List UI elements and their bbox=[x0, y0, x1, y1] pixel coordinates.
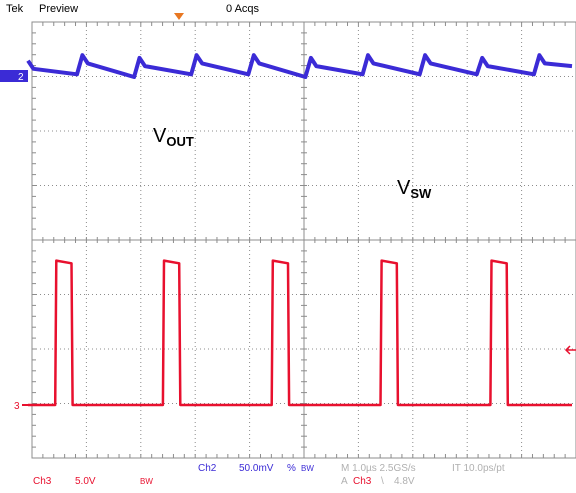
ch2-readout-label: Ch2 bbox=[198, 463, 217, 474]
acquisition-mode: Preview bbox=[39, 3, 79, 15]
trigger-source-readout: Ch3 bbox=[353, 476, 372, 487]
ch2-coupling-readout: % bbox=[287, 463, 296, 474]
ch3-bandwidth-readout: BW bbox=[140, 477, 153, 486]
graticule bbox=[31, 21, 576, 459]
timebase-readout: M 1.0µs 2.5GS/s bbox=[341, 463, 416, 474]
brand-label: Tek bbox=[6, 3, 24, 15]
trigger-position-icon bbox=[174, 13, 184, 20]
trace-v-out bbox=[26, 53, 573, 79]
waveforms bbox=[26, 53, 573, 407]
status-bar: Tek Preview 0 Acqs bbox=[0, 0, 576, 22]
ch2-marker-label: 2 bbox=[18, 72, 24, 83]
ch3-marker-label: 3 bbox=[14, 401, 20, 412]
vsw-label: VSW bbox=[397, 177, 432, 201]
ch2-bandwidth-readout: BW bbox=[301, 464, 314, 473]
ch3-marker: 3 bbox=[14, 401, 32, 412]
trigger-slope-readout: \ bbox=[381, 476, 384, 487]
readout-bar: Ch3 5.0V BW Ch2 50.0mV % BW M 1.0µs 2.5G… bbox=[0, 460, 576, 493]
vout-label: VOUT bbox=[153, 125, 194, 149]
trigger-level-icon bbox=[564, 345, 576, 355]
trigger-level-readout: 4.8V bbox=[394, 476, 415, 487]
trace-v-sw bbox=[28, 259, 572, 407]
acquisition-count: 0 Acqs bbox=[226, 3, 260, 15]
record-readout: IT 10.0ps/pt bbox=[452, 463, 505, 474]
ch2-scale-readout: 50.0mV bbox=[239, 463, 274, 474]
ch3-readout-label: Ch3 bbox=[33, 476, 52, 487]
trigger-prefix-readout: A bbox=[341, 476, 348, 487]
ch2-marker: 2 bbox=[0, 70, 28, 83]
ch3-scale-readout: 5.0V bbox=[75, 476, 96, 487]
